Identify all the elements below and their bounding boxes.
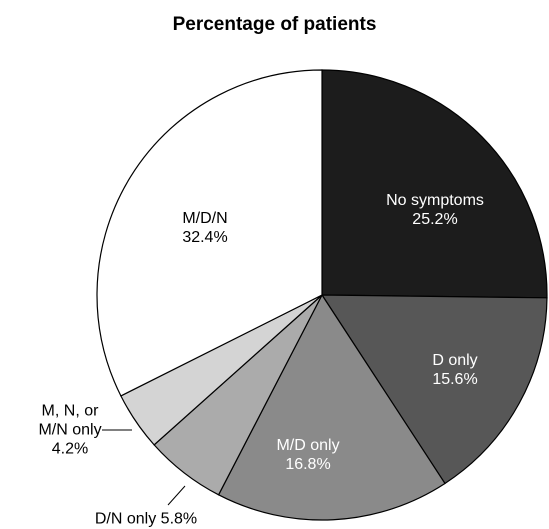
category-label: M/D only (276, 437, 340, 454)
slice-label: D only 15.6% (432, 351, 477, 389)
slice-label: D/N only 5.8% (95, 510, 197, 529)
leader-line (167, 485, 186, 506)
pie-slice (96, 69, 323, 397)
slice-label: M, N, or M/N only 4.2% (30, 402, 110, 459)
pie-slice (320, 294, 548, 485)
value-label: 4.2% (51, 440, 89, 458)
pie-slice (217, 293, 446, 521)
value-label: 16.8% (285, 456, 331, 473)
value-label: 15.6% (432, 371, 478, 388)
value-label: 32.4% (182, 229, 228, 246)
category-label: D/N only (94, 510, 157, 528)
slice-label: No symptoms 25.2% (386, 191, 484, 229)
value-label: 5.8% (160, 510, 198, 528)
chart-title: Percentage of patients (172, 14, 377, 35)
category-label: M/D/N (182, 210, 228, 227)
category-label: M, N, or M/N only (38, 402, 102, 439)
pie-slice (321, 69, 548, 299)
category-label: No symptoms (386, 192, 484, 209)
slice-label: M/D only 16.8% (276, 436, 339, 474)
value-label: 25.2% (412, 211, 458, 228)
slice-label: M/D/N 32.4% (182, 209, 227, 247)
category-label: D only (432, 352, 478, 369)
